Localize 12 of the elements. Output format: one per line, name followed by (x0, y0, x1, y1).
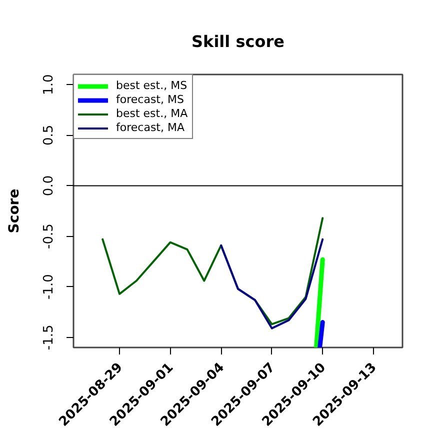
y-tick-label: -1.0 (42, 274, 56, 300)
y-tick-label: 0.5 (42, 124, 56, 146)
y-tick-label: -0.5 (42, 224, 56, 249)
legend-label: forecast, MA (116, 121, 184, 134)
legend-label: best est., MS (116, 79, 188, 92)
y-tick-label: 1.0 (42, 74, 56, 95)
y-tick-label: -1.5 (42, 324, 56, 350)
y-tick-label: 0.0 (42, 175, 56, 196)
chart-title: Skill score (192, 32, 285, 51)
legend-label: forecast, MS (116, 93, 184, 106)
y-axis-title: Score (6, 188, 22, 234)
legend-label: best est., MA (116, 107, 188, 120)
